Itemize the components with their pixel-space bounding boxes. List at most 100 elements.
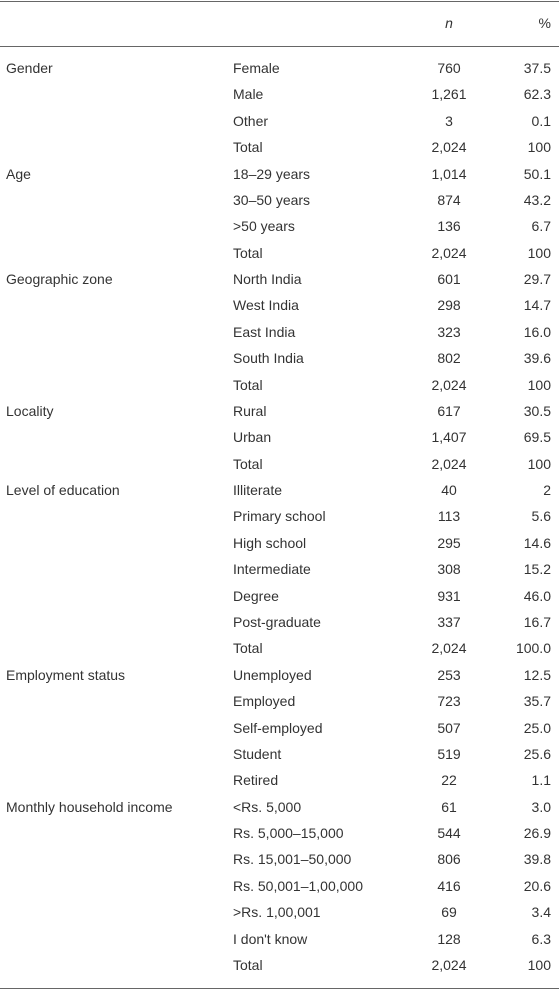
category: Self-employed	[233, 719, 323, 736]
category: Degree	[233, 587, 279, 604]
category: Rs. 15,001–50,000	[233, 851, 352, 868]
category: Student	[233, 745, 282, 762]
percent: 100	[527, 376, 551, 393]
percent: 46.0	[523, 587, 551, 604]
count: 2,024	[431, 640, 467, 657]
group-label: Locality	[6, 402, 54, 419]
category: >50 years	[233, 218, 295, 235]
category: East India	[233, 323, 296, 340]
count: 601	[437, 271, 461, 288]
category: Female	[233, 60, 280, 76]
category: South India	[233, 350, 304, 367]
count: 1,014	[431, 165, 467, 182]
group-label: Geographic zone	[6, 271, 113, 288]
category: 30–50 years	[233, 191, 311, 208]
percent: 14.7	[523, 297, 551, 314]
count: 22	[441, 772, 457, 789]
percent: 30.5	[523, 402, 551, 419]
percent: 100	[527, 244, 551, 261]
percent: 0.1	[531, 112, 551, 129]
percent: 69.5	[523, 429, 551, 446]
percent: 100.0	[515, 640, 551, 657]
percent: 15.2	[523, 561, 551, 578]
count: 40	[441, 482, 457, 499]
category: Retired	[233, 772, 279, 789]
percent: 25.0	[523, 719, 551, 736]
category: Urban	[233, 429, 272, 446]
count: 519	[437, 745, 461, 762]
category: Post-graduate	[233, 613, 321, 630]
count: 337	[437, 613, 461, 630]
group-label: Level of education	[6, 482, 120, 499]
percent: 100	[527, 455, 551, 472]
category: Intermediate	[233, 561, 311, 578]
count: 802	[437, 350, 461, 367]
percent: 6.3	[531, 930, 551, 947]
percent: 6.7	[531, 218, 551, 235]
count: 323	[437, 323, 461, 340]
category: Total	[233, 640, 263, 657]
category: Total	[233, 455, 263, 472]
count: 760	[437, 60, 461, 76]
count: 308	[437, 561, 461, 578]
count: 295	[437, 534, 461, 551]
category: North India	[233, 271, 302, 288]
category: <Rs. 5,000	[233, 798, 302, 815]
percent: 16.0	[523, 323, 551, 340]
percent: 3.0	[531, 798, 551, 815]
count: 2,024	[431, 956, 467, 973]
category: Total	[233, 139, 263, 156]
header-pct: %	[538, 15, 551, 31]
percent: 5.6	[531, 508, 551, 525]
count: 113	[437, 508, 461, 525]
category: Rs. 50,001–1,00,000	[233, 877, 363, 894]
count: 69	[441, 904, 457, 921]
percent: 39.8	[523, 851, 551, 868]
count: 253	[437, 666, 461, 683]
category: Other	[233, 112, 269, 129]
category: Total	[233, 376, 263, 393]
percent: 100	[527, 139, 551, 156]
count: 723	[437, 693, 461, 710]
percent: 20.6	[523, 877, 551, 894]
group-label: Employment status	[6, 666, 126, 683]
percent: 35.7	[523, 693, 551, 710]
category: Employed	[233, 693, 296, 710]
category: I don't know	[233, 930, 308, 947]
group-label: Monthly household income	[6, 798, 173, 815]
category: Unemployed	[233, 666, 312, 683]
top-rule	[0, 1, 559, 2]
percent: 16.7	[523, 613, 551, 630]
percent: 62.3	[523, 86, 551, 103]
percent: 3.4	[531, 904, 551, 921]
category: Illiterate	[233, 482, 283, 499]
category: Rs. 5,000–15,000	[233, 825, 344, 842]
percent: 12.5	[523, 666, 551, 683]
category: Male	[233, 86, 264, 103]
count: 507	[437, 719, 461, 736]
percent: 1.1	[531, 772, 551, 789]
count: 128	[437, 930, 461, 947]
category: Total	[233, 244, 263, 261]
count: 2,024	[431, 244, 467, 261]
header-rule	[0, 46, 559, 47]
percent: 50.1	[523, 165, 551, 182]
count: 3	[445, 112, 453, 129]
percent: 39.6	[523, 350, 551, 367]
count: 61	[441, 798, 457, 815]
bottom-rule	[0, 988, 559, 989]
header-n: n	[445, 15, 453, 31]
percent: 25.6	[523, 745, 551, 762]
count: 2,024	[431, 376, 467, 393]
count: 416	[437, 877, 461, 894]
count: 298	[437, 297, 461, 314]
category: Total	[233, 956, 263, 973]
percent: 100	[527, 956, 551, 973]
count: 2,024	[431, 139, 467, 156]
percent: 26.9	[523, 825, 551, 842]
count: 931	[437, 587, 461, 604]
percent: 43.2	[523, 191, 551, 208]
count: 2,024	[431, 455, 467, 472]
count: 1,261	[431, 86, 467, 103]
